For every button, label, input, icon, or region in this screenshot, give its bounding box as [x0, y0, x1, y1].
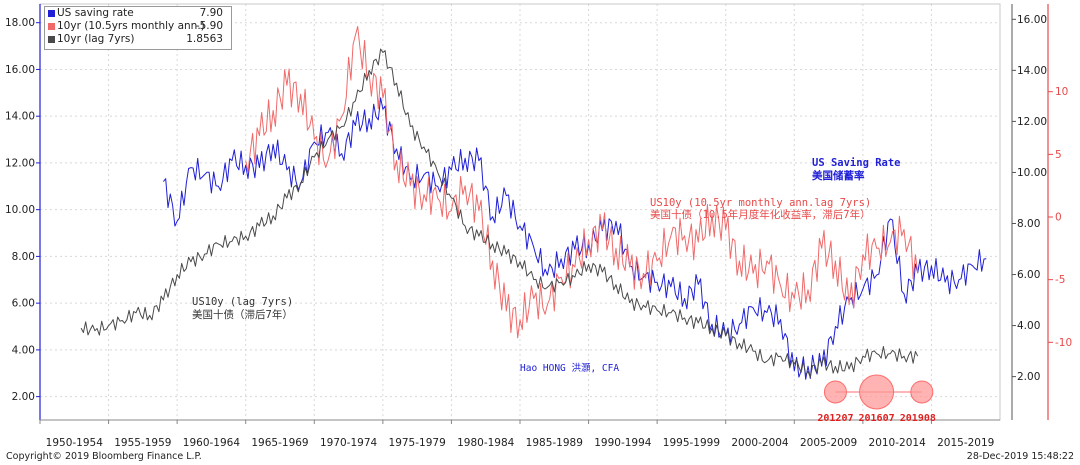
series-line	[80, 48, 919, 378]
y-tick-label-right-black: 12.00	[1017, 116, 1047, 128]
legend-label: 10yr (lag 7yrs)	[57, 33, 135, 45]
y-tick-label-left: 6.00	[12, 298, 35, 310]
series-line	[245, 26, 919, 339]
x-tick-label: 1990-1994	[594, 437, 652, 449]
x-tick-label: 1995-1999	[663, 437, 720, 449]
x-tick-label: 1975-1979	[389, 437, 446, 449]
legend-swatch-10yr-lag	[48, 36, 55, 43]
highlight-circle	[823, 380, 847, 404]
y-tick-label-left: 10.00	[5, 204, 35, 216]
y-tick-label-left: 16.00	[5, 64, 35, 76]
y-tick-label-left: 4.00	[12, 344, 35, 356]
x-tick-label: 1965-1969	[251, 437, 308, 449]
y-tick-label-right-red: 5	[1055, 149, 1062, 161]
chart-annotation: Hao HONG 洪灝, CFA	[520, 362, 619, 374]
grid-layer	[39, 4, 1000, 420]
legend-swatch-saving	[48, 10, 55, 17]
copyright-text: Copyright© 2019 Bloomberg Finance L.P.	[6, 451, 202, 462]
legend-label: US saving rate	[57, 7, 134, 19]
y-tick-label-right-black: 8.00	[1017, 218, 1040, 230]
y-tick-label-right-black: 6.00	[1017, 269, 1040, 281]
chart-annotation: US10y (10.5yr monthly ann.lag 7yrs)	[650, 197, 871, 209]
y-tick-label-right-black: 14.00	[1017, 65, 1047, 77]
x-tick-label: 1950-1954	[46, 437, 104, 449]
chart-annotation: 201207	[817, 413, 853, 424]
circle-layer	[823, 374, 934, 410]
y-tick-label-right-black: 2.00	[1017, 371, 1040, 383]
chart-annotation: 201908	[900, 413, 936, 424]
x-tick-label: 2005-2009	[800, 437, 857, 449]
chart-annotation: 美国十债（滞后7年）	[192, 308, 293, 321]
series-layer	[80, 26, 987, 380]
y-tick-label-left: 18.00	[5, 17, 35, 29]
y-tick-label-right-red: 0	[1055, 212, 1062, 224]
highlight-circle	[910, 380, 934, 404]
x-tick-label: 2015-2019	[937, 437, 994, 449]
x-tick-label: 1985-1989	[526, 437, 583, 449]
chart-annotation: US Saving Rate	[812, 157, 901, 169]
legend: US saving rate 7.90 10yr (10.5yrs monthl…	[44, 6, 232, 50]
y-tick-label-left: 12.00	[5, 157, 35, 169]
x-tick-label: 2010-2014	[869, 437, 927, 449]
x-tick-label: 1970-1974	[320, 437, 378, 449]
legend-row: 10yr (10.5yrs monthly ann.) -5.90	[45, 20, 231, 33]
legend-label: 10yr (10.5yrs monthly ann.)	[57, 20, 205, 32]
chart-annotation: US10y (lag 7yrs)	[192, 296, 293, 308]
chart-annotation: 201607	[859, 413, 895, 424]
y-tick-label-right-red: -5	[1055, 274, 1065, 286]
y-tick-label-right-black: 10.00	[1017, 167, 1047, 179]
x-tick-label: 1960-1964	[183, 437, 241, 449]
legend-value: 1.8563	[186, 33, 223, 45]
timestamp-text: 28-Dec-2019 15:48:22	[966, 451, 1074, 462]
y-tick-label-right-red: 10	[1055, 86, 1068, 98]
x-tick-label: 2000-2004	[731, 437, 789, 449]
x-tick-label: 1980-1984	[457, 437, 515, 449]
highlight-circle	[859, 374, 895, 410]
chart-annotation: 美国储蓄率	[812, 169, 865, 182]
legend-swatch-10yr-ann	[48, 23, 55, 30]
y-tick-label-right-red: -10	[1055, 337, 1072, 349]
x-tick-label: 1955-1959	[114, 437, 171, 449]
y-tick-label-right-black: 16.00	[1017, 14, 1047, 26]
y-tick-label-left: 8.00	[12, 251, 35, 263]
legend-value: -5.90	[195, 20, 223, 32]
y-tick-label-left: 14.00	[5, 111, 35, 123]
legend-row: 10yr (lag 7yrs) 1.8563	[45, 33, 231, 46]
legend-row: US saving rate 7.90	[45, 7, 231, 20]
y-tick-label-left: 2.00	[12, 391, 35, 403]
chart-annotation: 美国十债（10.5年月度年化收益率，滞后7年）	[650, 208, 871, 221]
legend-value: 7.90	[199, 7, 223, 19]
axes-layer: 2.00 4.00 6.00 8.00 10.00 12.00 14.00 16.00 18.0…	[5, 3, 1072, 449]
y-tick-label-right-black: 4.00	[1017, 320, 1040, 332]
